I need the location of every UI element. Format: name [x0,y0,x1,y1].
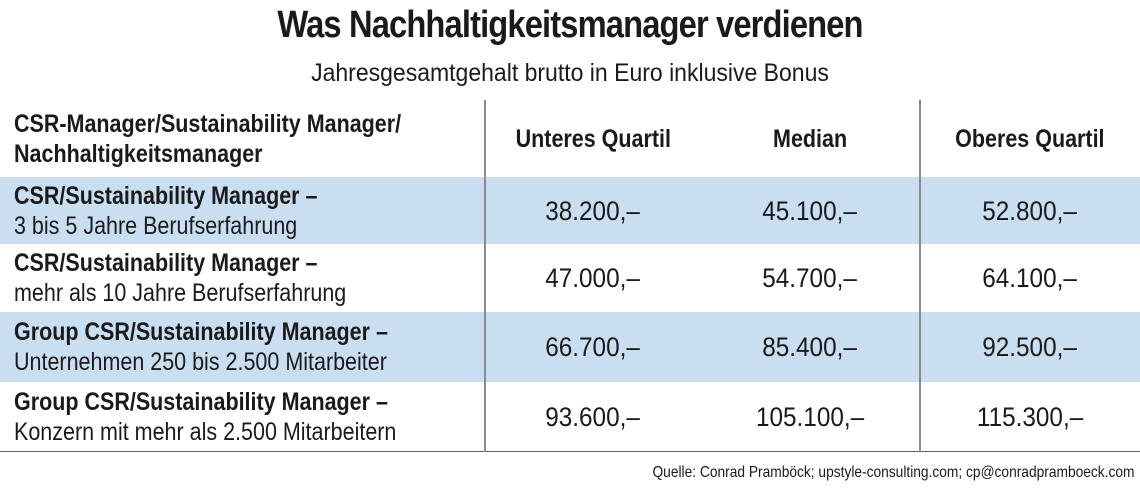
upper-quartile-value: 115.300,– [976,401,1084,432]
chart-subtitle: Jahresgesamtgehalt brutto in Euro inklus… [311,59,829,87]
table-row: Group CSR/Sustainability Manager – Konze… [0,382,1140,452]
median-value: 45.100,– [762,195,858,226]
upper-quartile-cell: 115.300,– [920,382,1140,451]
row-detail: 3 bis 5 Jahre Berufserfahrung [14,211,298,240]
upper-quartile-value: 64.100,– [982,263,1078,293]
header-upper-quartile: Oberes Quartil [955,124,1105,153]
header-label-line2: Nachhaltigkeitsmanager [14,139,263,168]
source-note: Quelle: Conrad Pramböck; upstyle-consult… [651,464,1134,481]
header-lower-quartile-cell: Unteres Quartil [486,100,700,177]
row-label-cell: CSR/Sustainability Manager – 3 bis 5 Jah… [14,177,484,244]
median-cell: 54.700,– [700,244,920,312]
header-label-line1: CSR-Manager/Sustainability Manager/ [14,109,402,138]
row-title: Group CSR/Sustainability Manager – [14,318,388,346]
row-title: CSR/Sustainability Manager – [14,249,318,277]
lower-quartile-value: 93.600,– [545,401,641,432]
lower-quartile-value: 38.200,– [545,195,641,226]
row-detail: mehr als 10 Jahre Berufserfahrung [14,279,347,307]
header-lower-quartile: Unteres Quartil [515,124,671,153]
row-label-cell: Group CSR/Sustainability Manager – Konze… [14,382,484,451]
row-detail: Konzern mit mehr als 2.500 Mitarbeitern [14,417,397,446]
lower-quartile-value: 47.000,– [545,263,641,293]
chart-title: Was Nachhaltigkeitsmanager verdienen [277,4,863,46]
median-value: 54.700,– [762,263,858,293]
header-median: Median [772,124,848,153]
upper-quartile-cell: 52.800,– [920,177,1140,244]
median-value: 105.100,– [755,401,865,432]
table-row: CSR/Sustainability Manager – 3 bis 5 Jah… [0,177,1140,244]
table-row: CSR/Sustainability Manager – mehr als 10… [0,244,1140,312]
median-cell: 105.100,– [700,382,920,451]
upper-quartile-cell: 64.100,– [920,244,1140,312]
median-value: 85.400,– [762,332,858,362]
median-cell: 45.100,– [700,177,920,244]
upper-quartile-value: 52.800,– [982,195,1078,226]
row-title: CSR/Sustainability Manager – [14,181,318,210]
table-row: Group CSR/Sustainability Manager – Unter… [0,312,1140,382]
column-divider-right [919,100,921,452]
lower-quartile-cell: 38.200,– [486,177,700,244]
header-median-cell: Median [700,100,920,177]
lower-quartile-value: 66.700,– [545,332,641,362]
upper-quartile-value: 92.500,– [982,332,1078,362]
row-detail: Unternehmen 250 bis 2.500 Mitarbeiter [14,348,387,376]
row-label-cell: Group CSR/Sustainability Manager – Unter… [14,312,484,382]
upper-quartile-cell: 92.500,– [920,312,1140,382]
column-divider-left [484,100,486,452]
lower-quartile-cell: 93.600,– [486,382,700,451]
header-upper-quartile-cell: Oberes Quartil [920,100,1140,177]
header-label-cell: CSR-Manager/Sustainability Manager/ Nach… [14,100,484,177]
lower-quartile-cell: 47.000,– [486,244,700,312]
salary-table: CSR-Manager/Sustainability Manager/ Nach… [0,100,1140,452]
median-cell: 85.400,– [700,312,920,382]
row-title: Group CSR/Sustainability Manager – [14,387,388,416]
row-label-cell: CSR/Sustainability Manager – mehr als 10… [14,244,484,312]
table-header-row: CSR-Manager/Sustainability Manager/ Nach… [0,100,1140,177]
lower-quartile-cell: 66.700,– [486,312,700,382]
